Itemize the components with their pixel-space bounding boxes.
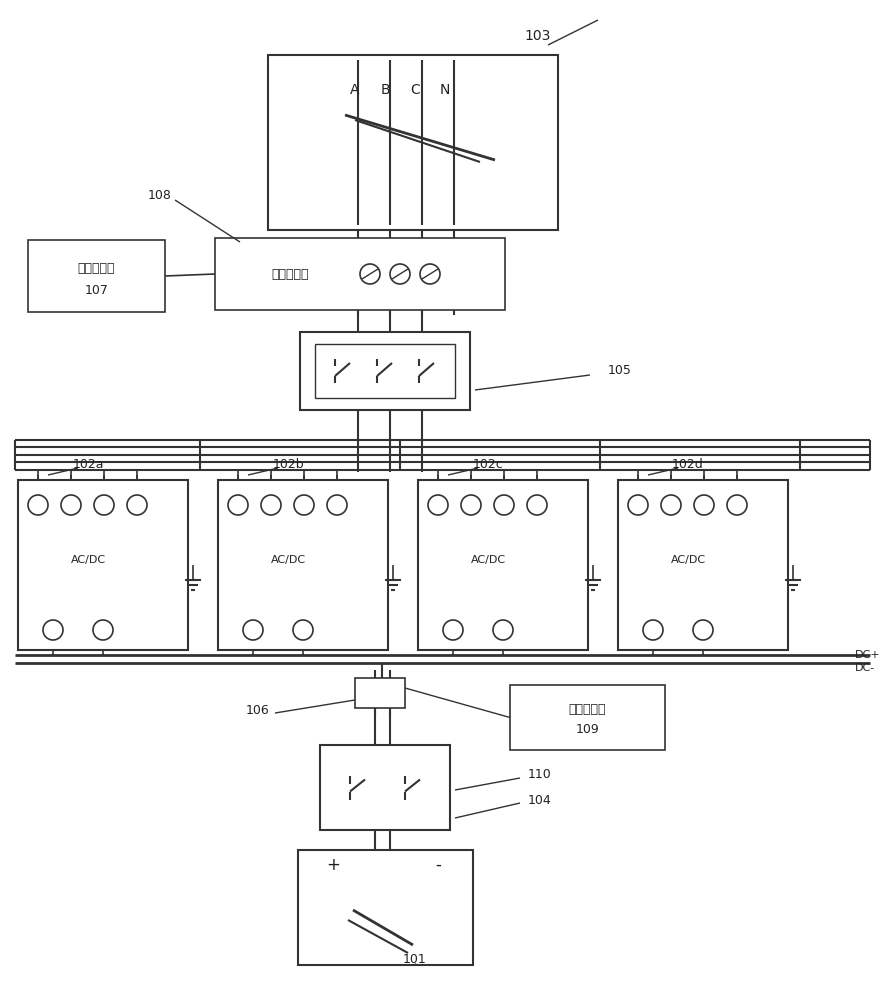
Text: DC+: DC+ bbox=[854, 650, 880, 660]
Text: AC/DC: AC/DC bbox=[270, 555, 305, 565]
Text: 108: 108 bbox=[148, 189, 172, 202]
Text: 109: 109 bbox=[575, 723, 599, 736]
Text: AC/DC: AC/DC bbox=[470, 555, 505, 565]
Text: 電流互感器: 電流互感器 bbox=[271, 267, 308, 280]
Text: 102b: 102b bbox=[272, 458, 303, 472]
Text: N: N bbox=[439, 83, 450, 97]
Bar bbox=[267, 55, 557, 230]
Bar bbox=[618, 480, 787, 650]
Text: 102a: 102a bbox=[72, 458, 104, 472]
Text: 103: 103 bbox=[524, 29, 551, 43]
Text: 105: 105 bbox=[607, 363, 631, 376]
Bar bbox=[28, 240, 164, 312]
Bar bbox=[355, 678, 405, 708]
Text: AC/DC: AC/DC bbox=[670, 555, 704, 565]
Text: 102c: 102c bbox=[472, 458, 502, 472]
Text: 110: 110 bbox=[527, 768, 552, 782]
Bar bbox=[299, 332, 469, 410]
Text: +: + bbox=[325, 856, 340, 874]
Bar bbox=[315, 344, 454, 398]
Text: 101: 101 bbox=[402, 953, 426, 966]
Bar bbox=[320, 745, 450, 830]
Bar bbox=[215, 238, 504, 310]
Text: B: B bbox=[380, 83, 390, 97]
Text: C: C bbox=[409, 83, 419, 97]
Text: AC/DC: AC/DC bbox=[71, 555, 105, 565]
Bar bbox=[18, 480, 188, 650]
Bar bbox=[218, 480, 388, 650]
Bar bbox=[298, 850, 472, 965]
Text: 交流電度表: 交流電度表 bbox=[78, 262, 115, 275]
Text: 106: 106 bbox=[246, 704, 270, 716]
Text: 107: 107 bbox=[84, 284, 108, 297]
Text: 102d: 102d bbox=[671, 458, 703, 472]
Text: 104: 104 bbox=[527, 793, 552, 806]
Text: A: A bbox=[350, 83, 359, 97]
Text: -: - bbox=[434, 856, 441, 874]
Text: DC-: DC- bbox=[854, 663, 874, 673]
Bar bbox=[510, 685, 664, 750]
Text: 直流電能表: 直流電能表 bbox=[568, 703, 605, 716]
Bar bbox=[417, 480, 587, 650]
